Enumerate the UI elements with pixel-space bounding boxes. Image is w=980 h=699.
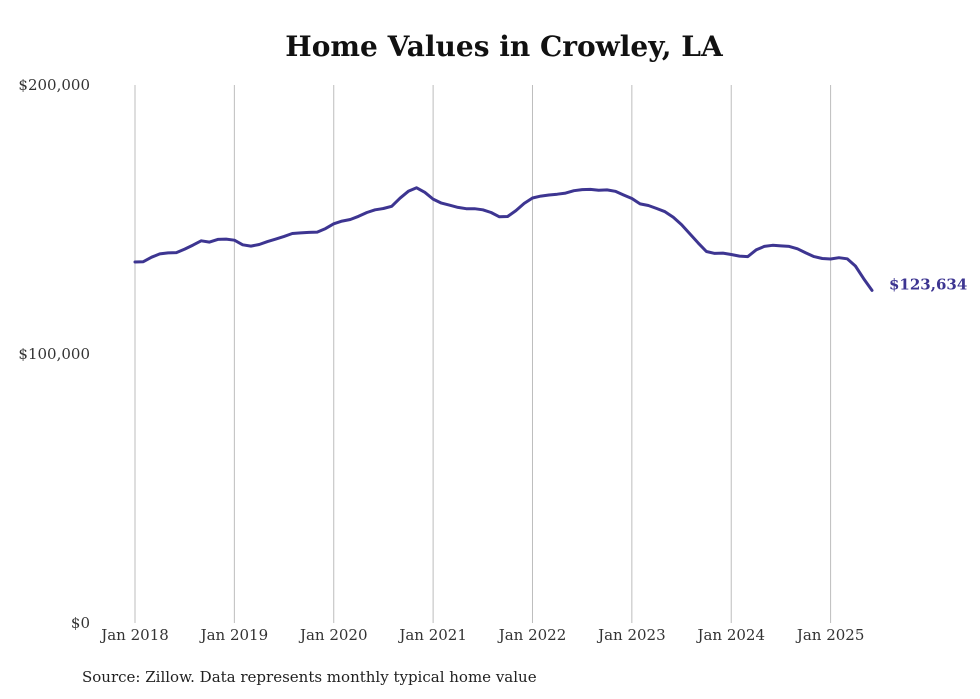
x-tick-label-5: Jan 2023 xyxy=(596,626,666,644)
series-line-group xyxy=(133,186,874,292)
end-value-label: $123,634 xyxy=(889,275,967,293)
x-tick-label-3: Jan 2021 xyxy=(397,626,467,644)
chart-title: Home Values in Crowley, LA xyxy=(285,30,723,63)
x-tick-label-6: Jan 2024 xyxy=(695,626,765,644)
y-axis-tick-labels: $0 $100,000 $200,000 xyxy=(18,76,90,632)
x-gridlines xyxy=(134,85,832,623)
source-note: Source: Zillow. Data represents monthly … xyxy=(82,668,537,686)
x-tick-label-2: Jan 2020 xyxy=(298,626,368,644)
y-tick-label-1: $100,000 xyxy=(18,345,90,363)
x-tick-label-4: Jan 2022 xyxy=(497,626,567,644)
y-tick-label-0: $0 xyxy=(71,614,90,632)
y-tick-label-2: $200,000 xyxy=(18,76,90,94)
x-axis-tick-labels: Jan 2018 Jan 2019 Jan 2020 Jan 2021 Jan 2022… xyxy=(99,626,864,644)
x-tick-label-1: Jan 2019 xyxy=(199,626,269,644)
series-line-0 xyxy=(133,186,874,292)
x-tick-label-7: Jan 2025 xyxy=(795,626,865,644)
x-tick-label-0: Jan 2018 xyxy=(99,626,169,644)
